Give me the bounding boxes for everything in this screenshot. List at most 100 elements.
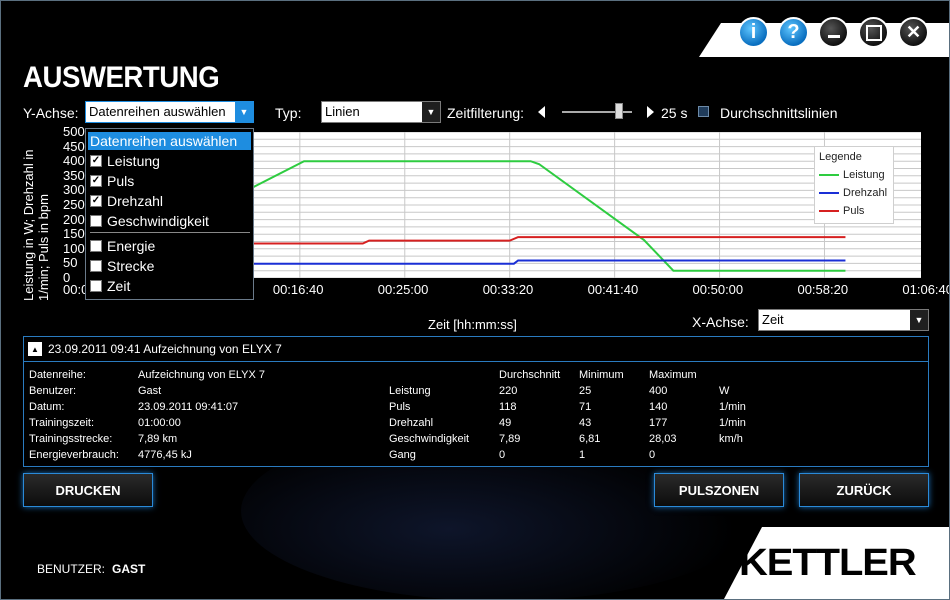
stats-max: 140 bbox=[649, 401, 668, 413]
checkbox-checked-icon[interactable]: ✓ bbox=[90, 175, 102, 187]
stats-name: Leistung bbox=[389, 385, 431, 397]
info-value: Gast bbox=[138, 385, 162, 397]
x-axis-title: Zeit [hh:mm:ss] bbox=[428, 317, 517, 332]
series-line-leistung bbox=[89, 160, 846, 272]
y-tick-label: 350 bbox=[63, 167, 85, 183]
slider-decrease-icon[interactable] bbox=[538, 106, 545, 118]
brand-logo: KETTLER bbox=[739, 542, 917, 584]
info-label: Energieverbrauch: bbox=[29, 449, 119, 461]
chevron-down-icon[interactable]: ▼ bbox=[910, 310, 928, 330]
x-tick-label: 00:33:20 bbox=[482, 282, 534, 297]
type-select[interactable]: Linien ▼ bbox=[321, 101, 441, 123]
y-axis-select-value: Datenreihen auswählen bbox=[89, 104, 226, 119]
dropdown-item-label: Leistung bbox=[107, 153, 160, 169]
stats-name: Gang bbox=[389, 449, 416, 461]
info-label: Trainingszeit: bbox=[29, 417, 95, 429]
footer-user-value: GAST bbox=[112, 562, 146, 576]
dropdown-item-select-series[interactable]: Datenreihen auswählen bbox=[88, 132, 251, 150]
y-axis-select[interactable]: Datenreihen auswählen ▼ bbox=[85, 101, 254, 123]
y-tick-label: 150 bbox=[63, 226, 85, 242]
time-filter-slider-thumb[interactable] bbox=[615, 103, 623, 119]
chevron-down-icon[interactable]: ▼ bbox=[235, 102, 253, 122]
legend-label: Drehzahl bbox=[843, 187, 888, 199]
legend-title: Legende bbox=[819, 151, 862, 163]
stats-unit: km/h bbox=[719, 433, 743, 445]
time-filter-slider-track[interactable] bbox=[562, 111, 632, 113]
stats-unit: 1/min bbox=[719, 417, 746, 429]
legend-swatch bbox=[819, 210, 839, 212]
legend-label: Puls bbox=[843, 205, 865, 217]
info-value: 01:00:00 bbox=[138, 417, 181, 429]
avg-lines-label[interactable]: Durchschnittslinien bbox=[720, 105, 838, 121]
stats-avg: 7,89 bbox=[499, 433, 521, 445]
pulse-zones-button[interactable]: PULSZONEN bbox=[654, 473, 784, 507]
stats-header: Maximum bbox=[649, 369, 697, 381]
checkbox-unchecked-icon[interactable] bbox=[90, 280, 102, 292]
close-icon[interactable]: ✕ bbox=[898, 17, 929, 48]
print-button[interactable]: DRUCKEN bbox=[23, 473, 153, 507]
stats-name: Geschwindigkeit bbox=[389, 433, 470, 445]
time-filter-label: Zeitfilterung: bbox=[447, 105, 525, 121]
y-tick-label: 400 bbox=[63, 153, 85, 169]
x-tick-label: 00:25:00 bbox=[377, 282, 429, 297]
stats-unit: W bbox=[719, 385, 730, 397]
dropdown-item-energie[interactable]: Energie bbox=[90, 238, 155, 254]
recording-title: 23.09.2011 09:41 Aufzeichnung von ELYX 7 bbox=[48, 342, 282, 356]
dropdown-separator bbox=[90, 232, 250, 233]
maximize-icon[interactable] bbox=[858, 17, 889, 48]
y-tick-label: 300 bbox=[63, 182, 85, 198]
info-value: 7,89 km bbox=[138, 433, 178, 445]
help-icon[interactable]: ? bbox=[778, 17, 809, 48]
stats-header: Durchschnitt bbox=[499, 369, 561, 381]
stats-min: 25 bbox=[579, 385, 592, 397]
dropdown-item-label: Zeit bbox=[107, 278, 131, 294]
checkbox-checked-icon[interactable]: ✓ bbox=[90, 155, 102, 167]
y-axis-title: Leistung in W; Drehzahl in 1/min; Puls i… bbox=[21, 149, 51, 301]
checkbox-checked-icon[interactable]: ✓ bbox=[90, 195, 102, 207]
stats-min: 43 bbox=[579, 417, 592, 429]
stats-min: 1 bbox=[579, 449, 586, 461]
back-button[interactable]: ZURÜCK bbox=[799, 473, 929, 507]
y-tick-label: 500 bbox=[63, 124, 85, 139]
x-axis-select[interactable]: Zeit ▼ bbox=[758, 309, 929, 331]
chevron-down-icon[interactable]: ▼ bbox=[422, 102, 440, 122]
dropdown-item-strecke[interactable]: Strecke bbox=[90, 258, 154, 274]
y-tick-label: 200 bbox=[63, 211, 85, 227]
info-value: Aufzeichnung von ELYX 7 bbox=[138, 369, 265, 381]
info-value: 23.09.2011 09:41:07 bbox=[138, 401, 239, 413]
stats-avg: 49 bbox=[499, 417, 512, 429]
stats-max: 400 bbox=[649, 385, 668, 397]
dropdown-item-puls[interactable]: ✓ Puls bbox=[90, 173, 134, 189]
legend-swatch bbox=[819, 174, 839, 176]
stats-header: Minimum bbox=[579, 369, 624, 381]
stats-avg: 118 bbox=[499, 401, 517, 413]
dropdown-item-geschwindigkeit[interactable]: Geschwindigkeit bbox=[90, 213, 209, 229]
legend-label: Leistung bbox=[843, 169, 885, 181]
legend-swatch bbox=[819, 192, 839, 194]
y-axis-dropdown: Datenreihen auswählen ✓ Leistung ✓ Puls ✓ D… bbox=[85, 128, 254, 300]
stats-max: 177 bbox=[649, 417, 668, 429]
info-label: Datenreihe: bbox=[29, 369, 86, 381]
stats-max: 0 bbox=[649, 449, 656, 461]
checkbox-unchecked-icon[interactable] bbox=[90, 240, 102, 252]
dropdown-item-zeit[interactable]: Zeit bbox=[90, 278, 130, 294]
stats-min: 6,81 bbox=[579, 433, 601, 445]
dropdown-item-label: Strecke bbox=[107, 258, 155, 274]
legend-item-leistung: Leistung bbox=[819, 169, 885, 181]
checkbox-unchecked-icon[interactable] bbox=[90, 215, 102, 227]
y-tick-label: 100 bbox=[63, 240, 85, 256]
checkbox-unchecked-icon[interactable] bbox=[90, 260, 102, 272]
minimize-icon[interactable] bbox=[818, 17, 849, 48]
avg-lines-checkbox[interactable] bbox=[698, 106, 709, 117]
collapse-icon[interactable]: ▲ bbox=[28, 342, 42, 356]
dropdown-item-leistung[interactable]: ✓ Leistung bbox=[90, 153, 160, 169]
info-label: Datum: bbox=[29, 401, 65, 413]
slider-increase-icon[interactable] bbox=[647, 106, 654, 118]
x-axis-label: X-Achse: bbox=[692, 314, 749, 330]
info-label: Benutzer: bbox=[29, 385, 77, 397]
stats-name: Puls bbox=[389, 401, 411, 413]
info-icon[interactable]: i bbox=[738, 17, 769, 48]
dropdown-item-drehzahl[interactable]: ✓ Drehzahl bbox=[90, 193, 163, 209]
y-tick-label: 0 bbox=[63, 270, 71, 285]
